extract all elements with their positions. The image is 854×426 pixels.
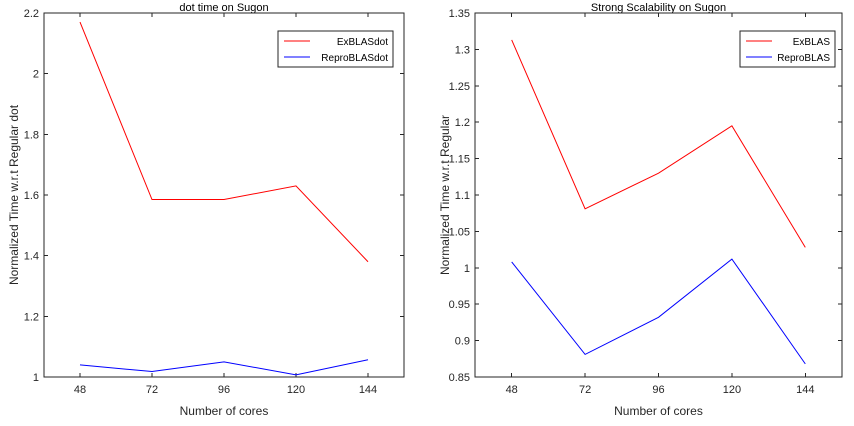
y-tick-label: 1 <box>33 372 39 384</box>
x-axis-label: Number of cores <box>614 404 703 418</box>
y-tick-label: 0.9 <box>455 336 470 348</box>
y-tick-label: 1.3 <box>455 44 470 56</box>
series-line-exblasdot <box>79 21 369 263</box>
legend: ExBLASdot ReproBLASdot <box>277 30 394 68</box>
y-tick-label: 0.95 <box>449 299 470 311</box>
legend-box <box>277 30 394 68</box>
y-tick-label: 1.05 <box>449 226 470 238</box>
legend-label: ReproBLASdot <box>321 53 388 64</box>
x-tick-label: 48 <box>506 384 518 396</box>
y-tick-label: 1.8 <box>24 129 39 141</box>
y-tick-label: 2 <box>33 69 39 81</box>
x-axis-label: Number of cores <box>180 404 269 418</box>
chart-title: Strong Scalability on Sugon <box>591 2 726 14</box>
chart-strong-scalability: Strong Scalability on Sugon Number of co… <box>438 2 843 418</box>
plot-frame <box>474 12 843 378</box>
y-tick-label: 0.85 <box>449 372 470 384</box>
x-tick-label: 72 <box>579 384 591 396</box>
x-tick-label: 144 <box>796 384 814 396</box>
x-tick-label: 120 <box>287 384 305 396</box>
x-tick-label: 48 <box>74 384 86 396</box>
y-tick-label: 1.35 <box>449 8 470 20</box>
x-tick-label: 72 <box>146 384 158 396</box>
y-tick-label: 1.6 <box>24 190 39 202</box>
x-tick-label: 96 <box>652 384 664 396</box>
series-line-exblas <box>511 39 806 248</box>
series-line-reproblas <box>511 258 806 365</box>
y-tick-label: 1 <box>464 263 470 275</box>
y-tick-label: 1.4 <box>24 251 39 263</box>
legend-label: ReproBLAS <box>777 53 830 64</box>
legend-box <box>739 30 836 68</box>
y-tick-label: 2.2 <box>24 8 39 20</box>
legend-label: ExBLAS <box>793 37 831 48</box>
y-tick-label: 1.1 <box>455 190 470 202</box>
series-line-reproblasdot <box>79 359 369 376</box>
legend-label: ExBLASdot <box>337 37 388 48</box>
y-tick-label: 1.15 <box>449 154 470 166</box>
x-tick-label: 120 <box>723 384 741 396</box>
y-tick-label: 1.2 <box>455 117 470 129</box>
y-axis-label: Normalized Time w.r.t Regular <box>438 115 452 275</box>
chart-title: dot time on Sugon <box>179 2 268 14</box>
x-tick-label: 144 <box>359 384 377 396</box>
y-tick-label: 1.25 <box>449 81 470 93</box>
x-tick-label: 96 <box>218 384 230 396</box>
legend: ExBLAS ReproBLAS <box>739 30 836 68</box>
y-axis-label: Normalized Time w.r.t Regular dot <box>7 104 21 285</box>
y-tick-label: 1.2 <box>24 311 39 323</box>
chart-dot-time: dot time on Sugon Number of cores Normal… <box>7 2 405 418</box>
